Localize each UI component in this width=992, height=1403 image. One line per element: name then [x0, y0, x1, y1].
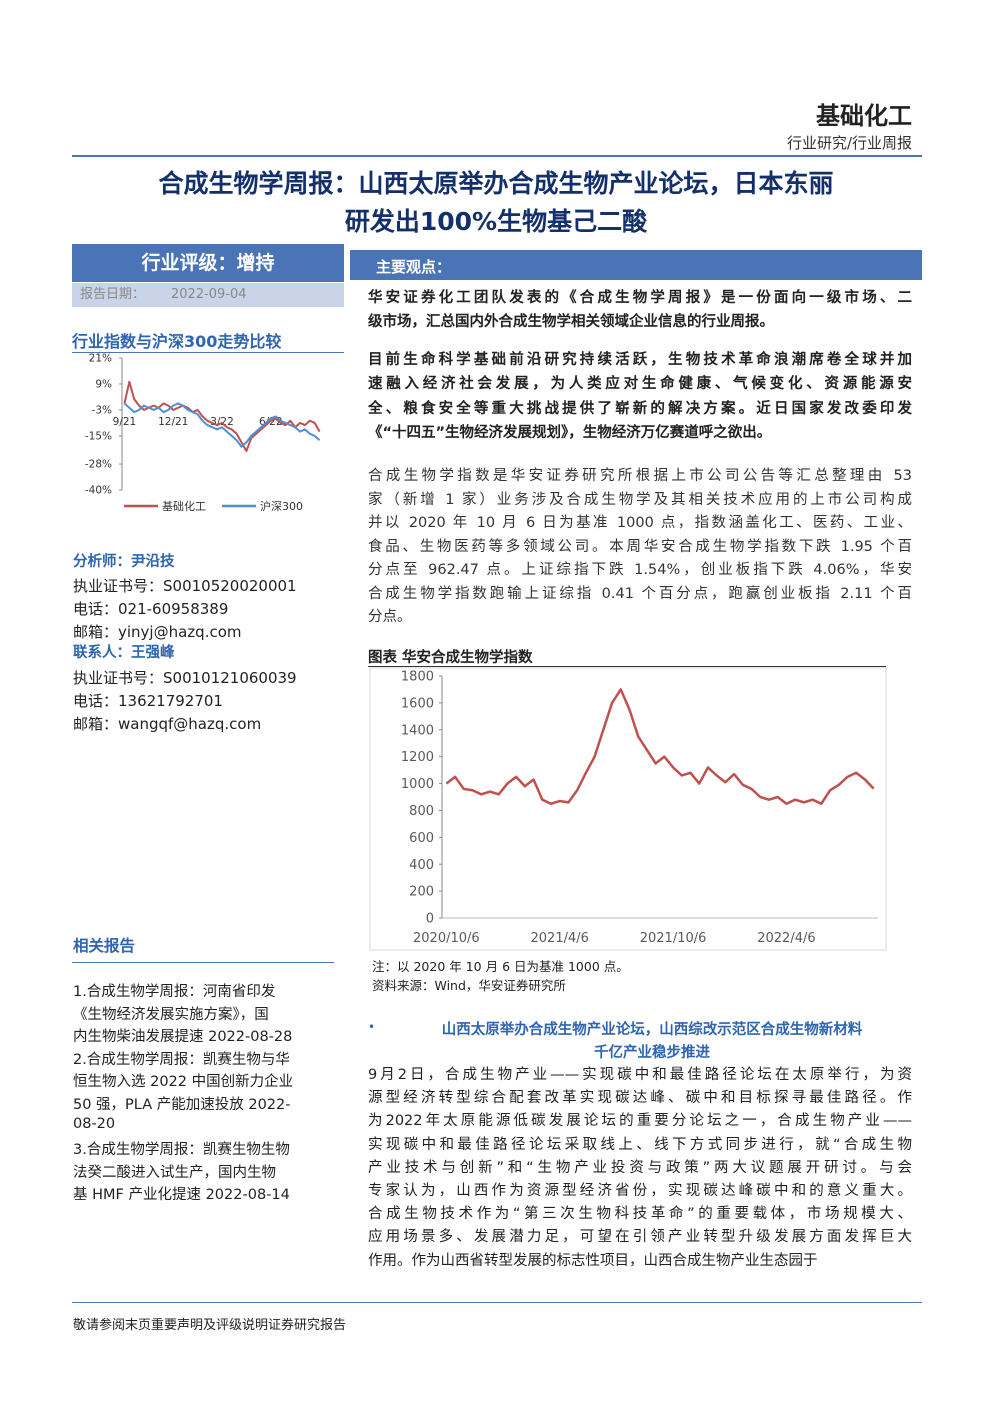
y-tick-label: 800 [409, 804, 434, 819]
y-tick-label: 1400 [401, 723, 434, 738]
text-line: 速融入经济社会发展，为人类应对生命健康、气候变化、资源能源安 [368, 376, 912, 393]
analyst-role: 分析师：尹沿技 [73, 554, 175, 570]
text-line: 内生物柴油发展提速 2022-08-28 [73, 1029, 293, 1046]
text-line: 50 强，PLA 产能加速投放 2022- [73, 1097, 291, 1113]
y-tick-label: 200 [409, 885, 434, 900]
analyst-email: 邮箱：yinyj@hazq.com [73, 623, 242, 641]
text-line: 为2022年太原能源低碳发展论坛的重要分论坛之一，合成生物产业—— [368, 1113, 912, 1130]
analyst-license: 执业证书号：S0010121060039 [73, 669, 297, 687]
y-tick-label: -3% [92, 405, 112, 417]
text-line: 9月2日，合成生物产业——实现碳中和最佳路径论坛在太原举行，为资 [368, 1067, 912, 1083]
y-tick-label: -40% [85, 485, 112, 497]
text-line: 合成生物学指数是华安证券研究所根据上市公司公告等汇总整理由 53 [368, 468, 912, 484]
text-line: 源型经济转型综合配套改革实现碳达峰、碳中和目标探寻最佳路径。作 [368, 1090, 912, 1107]
y-tick-label: 21% [89, 353, 112, 365]
rule [72, 352, 344, 353]
text-line: 分点。 [368, 609, 412, 625]
y-tick-label: 1200 [401, 750, 434, 765]
x-tick-label: 12/21 [158, 416, 188, 428]
text-line: 08-20 [73, 1115, 116, 1132]
y-tick-label: 400 [409, 858, 434, 873]
text-line: 山西太原举办合成生物产业论坛，山西综改示范区合成生物新材料 [441, 1022, 863, 1038]
y-tick-label: 600 [409, 831, 434, 846]
analyst-email: 邮箱：wangqf@hazq.com [73, 715, 262, 733]
rating: 行业评级：增持 [72, 244, 344, 282]
text-line: 《“十四五”生物经济发展规划》，生物经济万亿赛道呼之欲出。 [368, 425, 772, 442]
text-line: 目前生命科学基础前沿研究持续活跃，生物技术革命浪潮席卷全球并加 [368, 352, 912, 368]
text-line: 食品、生物医药等多领域公司。本周华安合成生物学指数下跌 1.95 个百 [368, 538, 912, 555]
text-line: 专家认为，山西作为资源型经济省份，实现碳达峰碳中和的意义重大。 [368, 1183, 912, 1199]
sector: 基础化工 [816, 102, 912, 130]
y-tick-label: 1600 [401, 696, 434, 711]
text-line: 基 HMF 产业化提速 2022-08-14 [73, 1187, 290, 1204]
rule [72, 155, 922, 157]
related-title: 相关报告 [73, 937, 136, 955]
text-line: 并以 2020 年 10 月 6 日为基准 1000 点，指数涵盖化工、医药、工… [368, 515, 912, 531]
rule [72, 962, 334, 963]
text-line: 合成生物技术作为“第三次生物科技革命”的重要载体，市场规模大、 [368, 1206, 912, 1223]
legend-label: 沪深300 [260, 499, 303, 513]
title-line: 研发出100%生物基己二酸 [344, 207, 648, 236]
date-label: 报告日期： [80, 287, 146, 302]
text-line: 千亿产业稳步推进 [594, 1045, 710, 1061]
y-tick-label: -28% [85, 459, 112, 471]
text-line: 全、粮食安全等重大挑战提供了崭新的解决方案。近日国家发改委印发 [368, 400, 912, 417]
chart-frame [369, 667, 887, 951]
x-tick-label: 2021/4/6 [531, 931, 589, 946]
analyst-license: 执业证书号：S0010520020001 [73, 577, 297, 595]
y-tick-label: -15% [85, 431, 112, 443]
x-tick-label: 2020/10/6 [413, 931, 480, 946]
source: 资料来源：Wind，华安证券研究所 [372, 978, 566, 993]
text-line: 分点至 962.47 点。上证综指下跌 1.54%，创业板指下跌 4.06%，华… [368, 562, 912, 578]
text-line: 2.合成生物学周报：凯赛生物与华 [73, 1051, 290, 1068]
analyst-role: 联系人：王强峰 [73, 645, 175, 661]
rule [72, 1302, 922, 1303]
note: 注：以 2020 年 10 月 6 日为基准 1000 点。 [372, 959, 629, 974]
text-line: 家（新增 1 家）业务涉及合成生物学及其相关技术应用的上市公司构成 [368, 491, 912, 508]
analyst-phone: 电话：13621792701 [73, 692, 223, 710]
y-tick-label: 1000 [401, 777, 434, 792]
y-tick-label: 1800 [401, 670, 434, 685]
text-line: 3.合成生物学周报：凯赛生物生物 [73, 1142, 290, 1159]
text-line: 产业技术与创新”和“生物产业投资与政策”两大议题展开研讨。与会 [368, 1159, 912, 1176]
text-line: 作用。作为山西省转型发展的标志性项目，山西合成生物产业生态园于 [368, 1252, 818, 1269]
date-band: 报告日期： 2022-09-04 [72, 283, 344, 307]
bullet: • [368, 1020, 376, 1034]
data-line [445, 688, 875, 805]
category: 行业研究/行业周报 [786, 134, 912, 152]
title-line: 合成生物学周报：山西太原举办合成生物产业论坛，日本东丽 [158, 169, 834, 198]
x-tick-label: 9/21 [113, 416, 137, 428]
text-line: 华安证券化工团队发表的《合成生物学周报》是一份面向一级市场、二 [368, 290, 912, 306]
x-tick-label: 2022/4/6 [757, 931, 815, 946]
key-points-title: 主要观点： [376, 258, 452, 276]
x-tick-label: 2021/10/6 [640, 931, 707, 946]
legend-label: 基础化工 [162, 499, 206, 513]
chart-title: 图表 华安合成生物学指数 [368, 650, 533, 666]
text-line: 合成生物学指数跑输上证综指 0.41 个百分点，跑赢创业板指 2.11 个百 [368, 585, 912, 602]
y-tick-label: 9% [95, 379, 112, 391]
analyst-phone: 电话：021-60958389 [73, 600, 229, 618]
text-line: 法癸二酸进入试生产，国内生物 [73, 1164, 276, 1181]
key-points-bar: 主要观点： [350, 250, 922, 280]
chart-title: 行业指数与沪深300走势比较 [72, 332, 282, 351]
text-line: 应用场景多、发展潜力足，可望在引领产业转型升级发展方面发挥巨大 [368, 1229, 912, 1246]
footer: 敬请参阅末页重要声明及评级说明证券研究报告 [73, 1318, 347, 1333]
date: 2022-09-04 [171, 287, 247, 302]
data-line [123, 402, 321, 448]
text-line: 《生物经济发展实施方案》，国 [73, 1006, 269, 1023]
rule [368, 666, 886, 667]
text-line: 1.合成生物学周报：河南省印发 [73, 984, 276, 1000]
text-line: 实现碳中和最佳路径论坛采取线上、线下方式同步进行，就“合成生物 [368, 1136, 912, 1153]
text-line: 级市场，汇总国内外合成生物学相关领域企业信息的行业周报。 [368, 314, 774, 330]
y-tick-label: 0 [426, 912, 434, 927]
text-line: 恒生物入选 2022 中国创新力企业 [73, 1074, 294, 1091]
